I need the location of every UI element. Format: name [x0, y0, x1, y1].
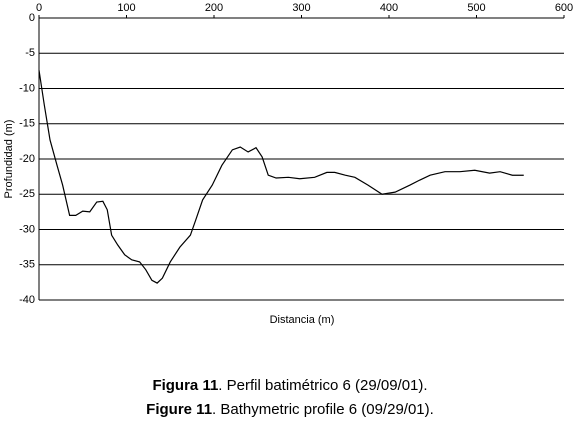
caption-text: . Bathymetric profile 6 (09/29/01).	[212, 401, 434, 418]
y-tick-label: 0	[29, 12, 35, 24]
y-tick-label: -30	[19, 223, 35, 235]
y-tick-label: -25	[19, 188, 35, 200]
x-tick-label: 100	[117, 2, 135, 14]
y-tick-label: -5	[25, 47, 35, 59]
caption-label: Figure 11	[146, 401, 212, 418]
x-tick-label: 300	[292, 2, 310, 14]
caption-text: . Perfil batimétrico 6 (29/09/01).	[218, 377, 427, 394]
x-axis-label: Distancia (m)	[270, 314, 335, 326]
y-tick-label: -20	[19, 153, 35, 165]
x-tick-label: 0	[36, 2, 42, 14]
x-tick-label: 500	[467, 2, 485, 14]
x-tick-label: 400	[380, 2, 398, 14]
y-tick-label: -10	[19, 82, 35, 94]
y-tick-label: -15	[19, 118, 35, 130]
caption: Figure 11. Bathymetric profile 6 (09/29/…	[146, 401, 434, 418]
profile-line	[38, 70, 524, 284]
x-tick-label: 600	[555, 2, 573, 14]
y-tick-label: -40	[19, 294, 35, 306]
y-tick-label: -35	[19, 259, 35, 271]
caption: Figura 11. Perfil batimétrico 6 (29/09/0…	[152, 377, 427, 394]
caption-label: Figura 11	[152, 377, 218, 394]
x-tick-label: 200	[205, 2, 223, 14]
y-axis-label: Profundidad (m)	[3, 120, 15, 199]
